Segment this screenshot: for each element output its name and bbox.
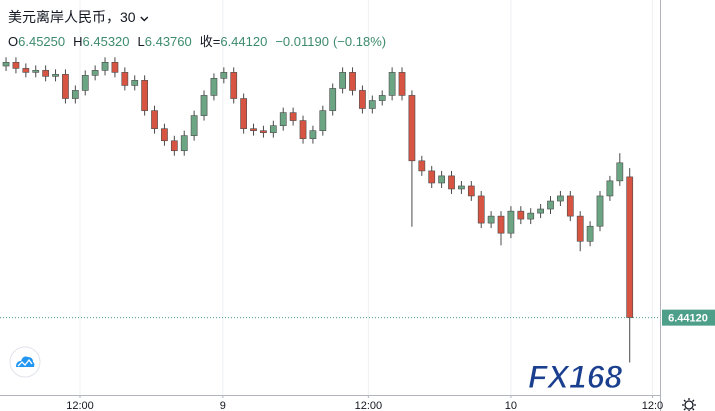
candle-body	[42, 70, 50, 77]
change-pct: (−0.18%)	[333, 34, 386, 49]
candle-body	[487, 215, 495, 224]
candle-body	[81, 75, 89, 91]
candle-body	[230, 72, 238, 99]
candle-body	[279, 112, 287, 126]
candle-body	[517, 210, 525, 220]
last-price-label: 6.44120	[668, 313, 708, 325]
candle-body	[418, 160, 426, 172]
candle-body	[408, 95, 416, 162]
candle-body	[448, 175, 455, 190]
ohlc-value: 6.44120	[220, 34, 267, 49]
candle-body	[507, 210, 515, 234]
candle-body	[131, 80, 139, 86]
candle-body	[527, 212, 535, 220]
candle-body	[240, 98, 247, 129]
settings-icon[interactable]	[684, 400, 694, 410]
candle-body	[547, 200, 554, 210]
candle-body	[190, 115, 198, 136]
candle-body	[250, 128, 257, 131]
candle-body	[52, 74, 59, 77]
ohlc-key: H	[73, 34, 82, 49]
candle-body	[477, 195, 485, 224]
last-price-box	[662, 309, 715, 326]
candle-body	[467, 185, 475, 197]
cloud-icon-line[interactable]	[17, 358, 33, 367]
candle-body	[557, 195, 564, 202]
candle-body	[299, 120, 307, 139]
candle-body	[91, 70, 99, 76]
candle-body	[71, 90, 79, 99]
candle-body	[141, 80, 149, 111]
candle-body	[170, 140, 178, 152]
interval-dropdown[interactable]	[140, 16, 149, 22]
ohlc-value: 6.43760	[145, 34, 192, 49]
candle-body	[101, 61, 109, 71]
ohlc-legend: O6.45250 H6.45320 L6.43760 收=6.44120 −0.0119…	[8, 34, 386, 49]
candle-body	[349, 72, 356, 91]
candles	[2, 57, 634, 363]
settings-icon-teeth[interactable]	[682, 398, 696, 411]
candle-body	[121, 72, 129, 86]
candle-body	[596, 195, 604, 227]
ohlc-value: 6.45320	[83, 34, 130, 49]
candle-body	[388, 72, 396, 96]
grid	[79, 0, 653, 395]
watermark: FX168	[528, 359, 623, 396]
candle-body	[359, 90, 366, 109]
cloud-icon[interactable]	[16, 356, 35, 368]
candle-body	[161, 128, 168, 142]
x-tick-label: 12:00	[355, 400, 383, 411]
x-tick-label: 9	[220, 400, 226, 411]
candle-body	[339, 72, 346, 89]
candle-body	[309, 130, 317, 139]
watermark-text: FX168	[528, 359, 622, 395]
candle-body	[22, 68, 30, 73]
candle-body	[62, 74, 69, 99]
candle-body	[200, 95, 208, 116]
candle-body	[576, 215, 584, 242]
candle-body	[260, 130, 267, 133]
ohlc-key: 收=	[200, 34, 221, 49]
candle-body	[2, 61, 10, 67]
candle-body	[398, 72, 406, 96]
ohlc-key: O	[8, 34, 18, 49]
candle-body	[32, 70, 40, 73]
candle-body	[606, 180, 614, 197]
candle-body	[220, 72, 228, 79]
candle-body	[586, 225, 594, 242]
candle-body	[151, 110, 158, 129]
candle-body	[319, 110, 327, 131]
candle-body	[458, 185, 465, 190]
settings-button[interactable]	[682, 398, 696, 411]
change: −0.01190	[275, 34, 329, 49]
candle-body	[626, 176, 634, 318]
ohlc-key: L	[138, 34, 145, 49]
x-axis: 12:00 9 12:00 10 12:0	[66, 395, 663, 411]
x-tick-label: 12:00	[66, 400, 94, 411]
candle-body	[12, 61, 20, 69]
candle-body	[378, 95, 386, 101]
candle-body	[289, 112, 297, 121]
candle-body	[537, 208, 544, 214]
ohlc-value: 6.45250	[18, 34, 65, 49]
candle-body	[329, 88, 337, 111]
candle-body	[368, 100, 376, 109]
x-tick-label: 12:0	[642, 400, 663, 411]
x-tick-label: 10	[505, 400, 517, 411]
chart-title: 美元离岸人民币，30	[8, 9, 136, 25]
cloud-button[interactable]	[9, 346, 41, 378]
candle-body	[616, 162, 624, 182]
candle-body	[180, 135, 188, 152]
last-price-tag: 6.44120	[0, 309, 715, 326]
candle-body	[111, 61, 119, 73]
candle-body	[438, 175, 445, 184]
candle-body	[428, 170, 436, 184]
candle-body	[497, 215, 505, 234]
candle-body	[210, 78, 218, 96]
candle-body	[566, 195, 574, 217]
candle-body	[269, 125, 277, 133]
